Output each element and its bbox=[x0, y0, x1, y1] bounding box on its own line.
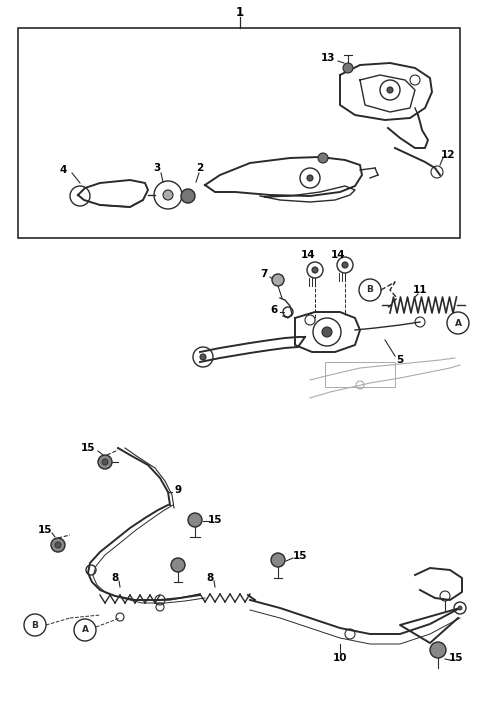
Text: 14: 14 bbox=[331, 250, 345, 260]
Circle shape bbox=[359, 279, 381, 301]
Text: 4: 4 bbox=[60, 165, 67, 175]
Text: B: B bbox=[32, 620, 38, 629]
Circle shape bbox=[51, 538, 65, 552]
Circle shape bbox=[458, 606, 462, 610]
Text: 15: 15 bbox=[449, 653, 463, 663]
Text: 15: 15 bbox=[293, 551, 307, 561]
Text: 6: 6 bbox=[270, 305, 277, 315]
Circle shape bbox=[447, 312, 469, 334]
Text: 10: 10 bbox=[333, 653, 347, 663]
Circle shape bbox=[55, 542, 61, 548]
Circle shape bbox=[307, 175, 313, 181]
Circle shape bbox=[322, 327, 332, 337]
Text: 15: 15 bbox=[38, 525, 52, 535]
Circle shape bbox=[98, 455, 112, 469]
Text: 1: 1 bbox=[236, 6, 244, 20]
Text: 8: 8 bbox=[206, 573, 214, 583]
Circle shape bbox=[163, 190, 173, 200]
Circle shape bbox=[271, 553, 285, 567]
Text: 2: 2 bbox=[196, 163, 204, 173]
Circle shape bbox=[342, 262, 348, 268]
Text: 13: 13 bbox=[321, 53, 335, 63]
Circle shape bbox=[188, 513, 202, 527]
Text: 11: 11 bbox=[413, 285, 427, 295]
Text: A: A bbox=[82, 625, 88, 634]
Text: 5: 5 bbox=[396, 355, 404, 365]
Text: 9: 9 bbox=[174, 485, 181, 495]
Text: 8: 8 bbox=[111, 573, 119, 583]
Circle shape bbox=[200, 354, 206, 360]
Text: 15: 15 bbox=[81, 443, 95, 453]
Circle shape bbox=[181, 189, 195, 203]
Text: A: A bbox=[455, 319, 461, 328]
Circle shape bbox=[430, 642, 446, 658]
Circle shape bbox=[24, 614, 46, 636]
Circle shape bbox=[343, 63, 353, 73]
Circle shape bbox=[312, 267, 318, 273]
Circle shape bbox=[102, 459, 108, 465]
Circle shape bbox=[318, 153, 328, 163]
Circle shape bbox=[74, 619, 96, 641]
Text: 7: 7 bbox=[260, 269, 268, 279]
Circle shape bbox=[171, 558, 185, 572]
Text: 14: 14 bbox=[300, 250, 315, 260]
Bar bbox=[18, 28, 460, 238]
Circle shape bbox=[387, 87, 393, 93]
Circle shape bbox=[272, 274, 284, 286]
Text: B: B bbox=[367, 285, 373, 295]
Text: 15: 15 bbox=[208, 515, 222, 525]
Text: 12: 12 bbox=[441, 150, 455, 160]
Bar bbox=[325, 362, 395, 387]
Text: 3: 3 bbox=[154, 163, 161, 173]
